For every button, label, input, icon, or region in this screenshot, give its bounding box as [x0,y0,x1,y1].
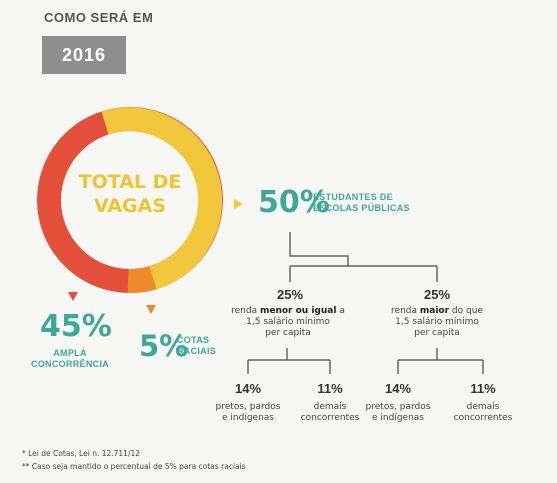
leaf-line2: concorrentes [300,413,360,423]
donut-label-line2: VAGAS [93,195,167,217]
leaf-percent: 14% [234,381,262,396]
cotas-label: COTAS RACIAIS [177,335,216,357]
footnote-2: ** Caso seja mantido o percentual de 5% … [22,462,246,471]
renda-menor-line2: 1,5 salário mínimo [246,317,330,327]
renda-maior-line3: per capita [414,328,460,338]
renda-maior-percent: 25% [423,287,451,302]
renda-maior-line2: 1,5 salário mínimo [395,317,479,327]
leaf-line2: concorrentes [453,413,513,423]
renda-menor-percent: 25% [276,287,304,302]
leaf-percent: 14% [384,381,412,396]
renda-menor-text: renda menor ou igual a 1,5 salário mínim… [222,306,354,339]
arrow-estudantes-icon [234,199,243,209]
year-badge: 2016 [42,36,126,74]
ampla-label-line2: CONCORRÊNCIA [30,359,110,369]
estudantes-label: ESTUDANTES DE ESCOLAS PÚBLICAS [313,192,410,214]
leaf-text: demais concorrentes [443,402,523,424]
cotas-label-line2: RACIAIS [177,346,217,356]
leaf-line1: demais [313,402,347,412]
donut-label-line1: TOTAL DE [78,171,182,193]
leaf-text: demais concorrentes [290,402,370,424]
leaf-line2: e indígenas [372,413,424,423]
ampla-label-line1: AMPLA [53,348,87,358]
leaf-text: pretos, pardos e indígenas [353,402,443,424]
leaf-percent: 11% [470,381,496,396]
cotas-label-line1: COTAS [177,335,210,345]
connector-top [289,232,349,266]
renda-menor-line1: renda menor ou igual a [231,306,345,316]
renda-maior-line1: renda maior do que [391,306,483,316]
leaf-line2: e indígenas [222,413,274,423]
donut-ring-cotas [127,266,157,294]
donut-ring-escolas [101,107,223,290]
estudantes-label-line2: ESCOLAS PÚBLICAS [313,203,410,213]
arrow-ampla-icon [68,292,78,301]
renda-maior-text: renda maior do que 1,5 salário mínimo pe… [370,306,504,339]
arrow-cotas-icon [146,305,156,314]
estudantes-label-line1: ESTUDANTES DE [313,192,393,202]
cotas-percent: 5% [139,329,189,363]
renda-menor-line3: per capita [265,328,311,338]
donut-center-label: TOTAL DE VAGAS [78,170,182,218]
ampla-percent: 45% [40,309,112,344]
footnote-1: * Lei de Cotas, Lei n. 12.711/12 [22,449,141,458]
leaf-line1: pretos, pardos [215,402,281,412]
leaf-line1: pretos, pardos [365,402,431,412]
ampla-label: AMPLA CONCORRÊNCIA [22,348,118,370]
leaf-percent: 11% [317,381,343,396]
page-heading: COMO SERÁ EM [44,10,154,25]
estudantes-percent: 50% [258,185,330,220]
leaf-text: pretos, pardos e indígenas [203,402,293,424]
leaf-line1: demais [466,402,500,412]
